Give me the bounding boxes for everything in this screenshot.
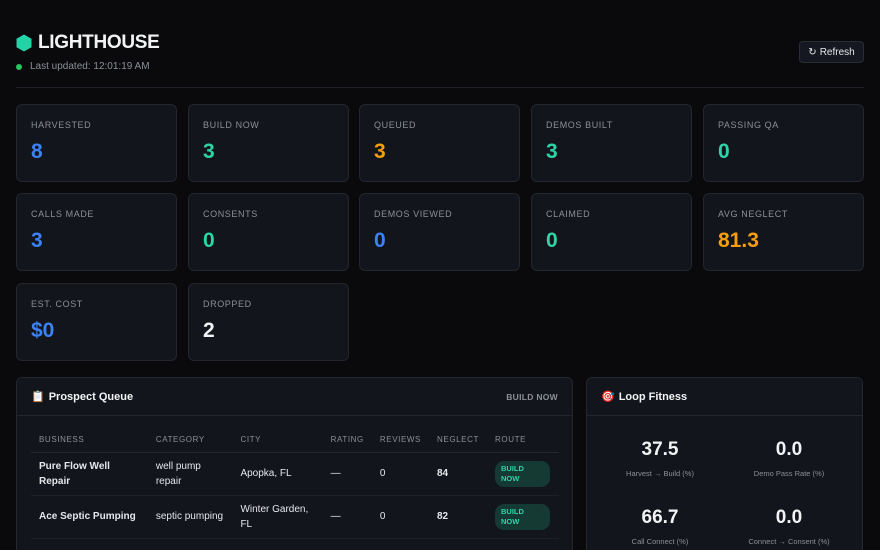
column-header[interactable]: BUSINESS	[31, 428, 148, 453]
card-value: $0	[31, 319, 55, 342]
metric-label: Harvest → Build (%)	[626, 469, 694, 478]
card-label: EST. COST	[31, 299, 83, 309]
card-label: DEMOS BUILT	[546, 120, 613, 130]
page-header: LIGHTHOUSE Last updated: 12:01:19 AM ↻ R…	[16, 32, 864, 88]
card-demos-built: DEMOS BUILT 3	[531, 104, 692, 182]
cell-city: Apopka, FL	[232, 452, 323, 496]
column-header[interactable]: REVIEWS	[371, 428, 429, 453]
metric-value: 0.0	[775, 507, 803, 528]
cell-neglect: 82	[429, 495, 487, 539]
target-icon: 🎯	[601, 391, 615, 403]
cell-reviews: 0	[371, 452, 429, 496]
card-label: DEMOS VIEWED	[374, 209, 453, 219]
refresh-button[interactable]: ↻ Refresh	[799, 41, 864, 63]
metric-label: Demo Pass Rate (%)	[753, 469, 825, 478]
card-build-now: BUILD NOW 3	[188, 104, 349, 182]
metric-value: 0.0	[775, 439, 803, 460]
metric-value: 66.7	[641, 507, 679, 528]
cell-category: well pump repair	[147, 452, 233, 496]
card-avg-neglect: AVG NEGLECT 81.3	[703, 193, 864, 271]
card-label: PASSING QA	[718, 120, 779, 130]
metric-harvest-build: 37.5 Harvest → Build (%)	[590, 439, 730, 478]
refresh-icon: ↻	[808, 46, 817, 58]
last-updated: Last updated: 12:01:19 AM	[16, 61, 864, 72]
card-queued: QUEUED 3	[359, 104, 520, 182]
panel-header: 🎯 Loop Fitness	[587, 378, 862, 416]
card-value: 3	[31, 229, 43, 252]
metric-connect-consent: 0.0 Connect → Consent (%)	[719, 507, 859, 546]
card-consents: CONSENTS 0	[188, 193, 349, 271]
column-header[interactable]: ROUTE	[487, 428, 559, 453]
column-header[interactable]: CITY	[232, 428, 323, 453]
card-label: DROPPED	[203, 299, 252, 309]
cell-business: Ace Septic Pumping	[31, 495, 148, 539]
card-value: 3	[203, 140, 215, 163]
card-label: BUILD NOW	[203, 120, 260, 130]
card-claimed: CLAIMED 0	[531, 193, 692, 271]
card-label: CALLS MADE	[31, 209, 95, 219]
card-value: 3	[374, 140, 386, 163]
route-badge: BUILD NOW	[495, 460, 550, 487]
refresh-label: Refresh	[819, 46, 855, 58]
cell-rating: —	[322, 452, 372, 496]
card-value: 0	[546, 229, 558, 252]
column-header[interactable]: RATING	[322, 428, 372, 453]
cell-neglect: 84	[429, 452, 487, 496]
panel-title: Prospect Queue	[48, 390, 134, 403]
table-header-row: BUSINESS CATEGORY CITY RATING REVIEWS NE…	[31, 428, 559, 453]
route-badge: BUILD NOW	[495, 503, 550, 530]
metric-label: Call Connect (%)	[631, 537, 689, 546]
card-label: HARVESTED	[31, 120, 92, 130]
card-calls-made: CALLS MADE 3	[16, 193, 177, 271]
metric-demo-pass-rate: 0.0 Demo Pass Rate (%)	[719, 439, 859, 478]
last-updated-time: 12:01:19 AM	[93, 61, 150, 72]
panel-tag: BUILD NOW	[506, 391, 558, 402]
cell-rating: —	[322, 495, 372, 539]
table-row[interactable]: Pure Flow Well Repair well pump repair A…	[31, 452, 559, 496]
cell-business: Pure Flow Well Repair	[31, 452, 148, 496]
panel-header: 📋 Prospect Queue BUILD NOW	[17, 378, 572, 416]
table-row[interactable]: Ace Septic Pumping septic pumping Winter…	[31, 495, 559, 539]
card-label: AVG NEGLECT	[718, 209, 788, 219]
metric-value: 37.5	[641, 439, 679, 460]
cell-city: Winter Garden, FL	[232, 495, 323, 539]
card-value: 0	[718, 140, 730, 163]
card-value: 8	[31, 140, 43, 163]
hexagon-icon	[16, 34, 32, 52]
app-title: LIGHTHOUSE	[38, 32, 160, 53]
card-label: CONSENTS	[203, 209, 258, 219]
card-label: QUEUED	[374, 120, 417, 130]
card-value: 2	[203, 319, 215, 342]
prospect-queue-panel: 📋 Prospect Queue BUILD NOW BUSINESS CATE…	[16, 377, 573, 550]
last-updated-label: Last updated:	[30, 61, 91, 72]
clipboard-icon: 📋	[31, 391, 45, 403]
card-dropped: DROPPED 2	[188, 283, 349, 361]
metric-label: Connect → Consent (%)	[748, 537, 830, 546]
card-passing-qa: PASSING QA 0	[703, 104, 864, 182]
card-demos-viewed: DEMOS VIEWED 0	[359, 193, 520, 271]
loop-fitness-panel: 🎯 Loop Fitness 37.5 Harvest → Build (%) …	[586, 377, 863, 550]
column-header[interactable]: NEGLECT	[429, 428, 487, 453]
prospect-table: BUSINESS CATEGORY CITY RATING REVIEWS NE…	[31, 428, 559, 539]
card-harvested: HARVESTED 8	[16, 104, 177, 182]
metric-call-connect: 66.7 Call Connect (%)	[590, 507, 730, 546]
cell-category: septic pumping	[147, 495, 233, 539]
card-value: 3	[546, 140, 558, 163]
card-est-cost: EST. COST $0	[16, 283, 177, 361]
brand: LIGHTHOUSE	[16, 32, 864, 54]
cell-reviews: 0	[371, 495, 429, 539]
card-value: 81.3	[718, 229, 759, 252]
panel-title: Loop Fitness	[618, 390, 688, 403]
status-dot-icon	[16, 63, 22, 70]
card-value: 0	[203, 229, 215, 252]
column-header[interactable]: CATEGORY	[147, 428, 233, 453]
card-label: CLAIMED	[546, 209, 591, 219]
card-value: 0	[374, 229, 386, 252]
